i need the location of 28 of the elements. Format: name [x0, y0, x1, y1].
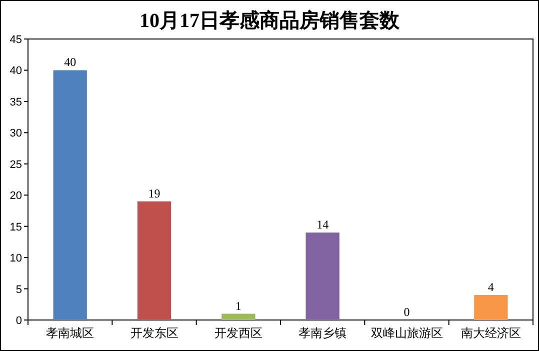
- y-tick-label: 35: [10, 96, 22, 108]
- chart-title: 10月17日孝感商品房销售套数: [140, 9, 400, 32]
- data-label: 14: [316, 218, 329, 232]
- data-label: 4: [488, 280, 494, 294]
- y-tick-label: 0: [16, 315, 22, 327]
- data-label: 0: [404, 305, 410, 319]
- bar: [306, 232, 340, 320]
- y-tick-label: 25: [10, 158, 22, 171]
- data-label: 19: [148, 186, 160, 200]
- y-tick-label: 20: [10, 190, 22, 202]
- data-label: 40: [64, 55, 76, 70]
- x-tick-label: 南大经济区: [460, 326, 521, 340]
- x-tick-label: 开发西区: [214, 326, 262, 340]
- x-tick-label: 开发东区: [130, 326, 178, 340]
- y-tick-label: 45: [10, 34, 22, 46]
- x-tick-label: 双峰山旅游区: [370, 326, 443, 340]
- y-tick-label: 30: [10, 128, 22, 140]
- bar: [222, 314, 256, 320]
- y-tick-label: 40: [10, 65, 22, 78]
- data-label: 1: [235, 298, 242, 313]
- y-tick-label: 5: [16, 284, 22, 296]
- y-tick-label: 15: [10, 221, 22, 234]
- x-tick-label: 孝南乡镇: [298, 326, 347, 340]
- bar: [474, 295, 508, 320]
- y-tick-label: 10: [10, 252, 22, 265]
- bar: [53, 70, 87, 320]
- bar: [137, 201, 172, 320]
- x-tick-label: 孝南城区: [46, 326, 94, 340]
